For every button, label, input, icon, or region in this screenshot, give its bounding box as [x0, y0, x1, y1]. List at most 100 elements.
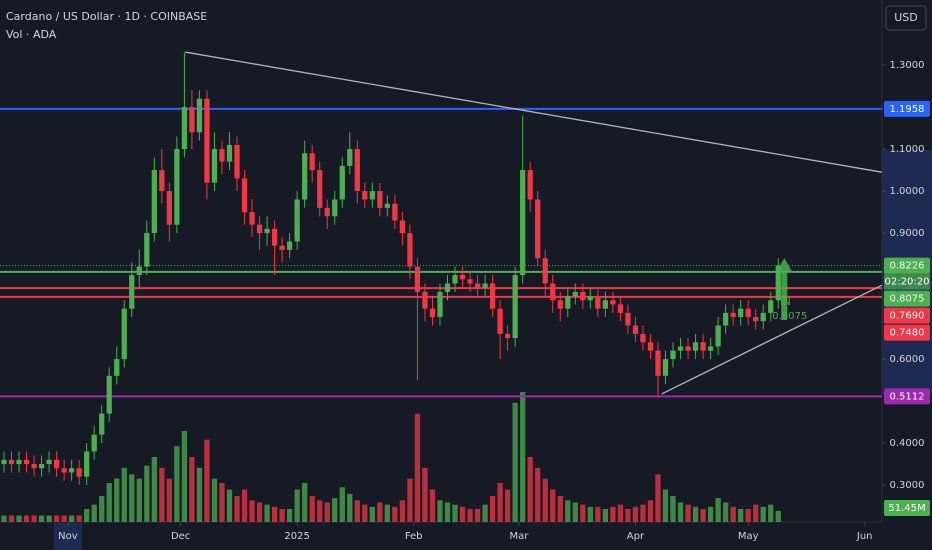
candle-body [8, 459, 15, 465]
volume-bar [760, 506, 766, 522]
y-tick-label: 0.4000 [890, 438, 925, 449]
volume-bar [8, 515, 15, 522]
volume-bar [23, 515, 30, 522]
candle-body [144, 233, 150, 267]
candle-body [317, 170, 323, 208]
volume-bar [520, 392, 526, 522]
volume-bar [474, 509, 481, 522]
candle-body [437, 291, 443, 318]
volume-bar [204, 439, 210, 522]
candle-body [474, 283, 481, 288]
candle-body [730, 312, 736, 318]
candle-body [129, 275, 135, 309]
volume-bar [527, 457, 533, 522]
volume-bar [106, 483, 112, 522]
price-tag [884, 257, 930, 274]
chart-title: Cardano / US Dollar · 1D · COINBASE [6, 10, 207, 23]
volume-bar [249, 500, 255, 522]
candle-body [459, 275, 466, 280]
volume-layer [1, 392, 781, 522]
candle-body [768, 300, 774, 313]
candle-body [166, 191, 172, 225]
candle-body [294, 199, 300, 242]
volume-bar [640, 504, 646, 522]
candle-body [204, 98, 210, 183]
volume-bar [482, 504, 488, 522]
volume-bar [91, 504, 97, 522]
volume-bar [76, 515, 82, 522]
candle-body [647, 342, 654, 351]
currency-label[interactable]: USD [894, 11, 918, 24]
candle-body [16, 459, 22, 465]
volume-bar [557, 496, 563, 522]
volume-bar [610, 506, 616, 522]
y-tick-label: 0.9000 [890, 228, 925, 239]
volume-bar [542, 478, 548, 522]
volume-bar [625, 509, 631, 522]
candle-body [339, 165, 345, 200]
volume-bar [497, 483, 503, 522]
volume-bar [632, 506, 639, 522]
candle-body [234, 144, 240, 179]
candle-body [602, 300, 608, 309]
candle-body [23, 459, 30, 465]
candle-body [136, 266, 142, 276]
volume-bar [753, 504, 759, 522]
candle-body [46, 459, 52, 465]
candle-body [738, 308, 744, 318]
volume-bar [84, 509, 90, 522]
candle-body [121, 308, 127, 360]
volume-bar [38, 515, 45, 522]
volume-bar [181, 431, 188, 522]
candle-body [287, 241, 293, 250]
candle-body [211, 149, 218, 183]
volume-bar [196, 467, 203, 522]
volume-bar [241, 489, 248, 522]
candle-body [587, 296, 593, 301]
y-tick-label: 1.1000 [890, 144, 925, 155]
volume-bar [670, 496, 676, 522]
candle-body [279, 245, 285, 250]
candle-body [309, 153, 315, 171]
candle-body [580, 291, 586, 301]
candle-body [84, 451, 90, 477]
entry-arrow [776, 258, 793, 320]
volume-bar [617, 504, 624, 522]
candle-body [61, 468, 67, 473]
trend-line [185, 51, 883, 173]
candle-body [226, 144, 233, 162]
price-tag [884, 100, 930, 117]
candle-body [610, 300, 616, 305]
candle-body [196, 98, 203, 133]
volume-bar [324, 502, 330, 522]
candle-body [632, 325, 639, 334]
levels-layer [0, 51, 883, 398]
candle-body [38, 464, 45, 469]
candle-body [505, 333, 511, 339]
candle-body [489, 283, 496, 309]
candle-body [723, 312, 729, 326]
volume-bar [384, 504, 390, 522]
volume-bar [775, 510, 781, 522]
candle-body [377, 191, 383, 208]
volume-bar [429, 489, 436, 522]
price-tag-label: 0.7690 [890, 311, 925, 322]
volume-bar [580, 504, 586, 522]
volume-bar [715, 498, 721, 522]
volume-bar [309, 496, 315, 522]
volume-bar [512, 402, 518, 522]
volume-bar [211, 478, 218, 522]
volume-bar [587, 506, 593, 522]
candle-body [482, 283, 488, 288]
candle-body [467, 279, 473, 284]
candle-body [264, 228, 270, 234]
candle-body [692, 342, 699, 351]
volume-bar [234, 496, 240, 522]
candle-body [106, 375, 112, 414]
volume-bar [723, 502, 729, 522]
candle-body [31, 464, 37, 469]
currency-button[interactable] [885, 5, 927, 31]
entry-label: IN [780, 297, 790, 308]
candle-body [753, 317, 759, 322]
